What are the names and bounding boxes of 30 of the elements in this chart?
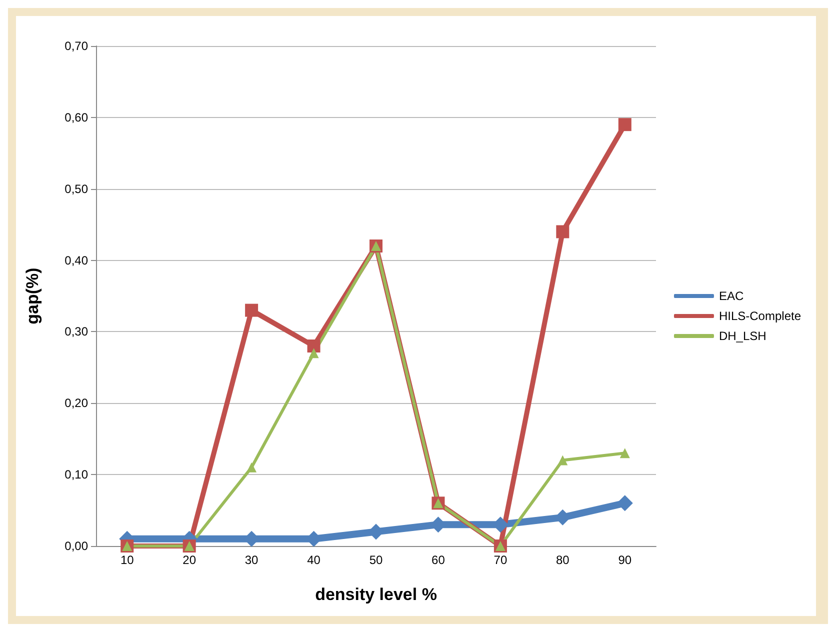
point <box>246 462 257 472</box>
point <box>556 225 570 238</box>
x-tick-label: 20 <box>182 553 196 567</box>
y-tick-label: 0,60 <box>64 110 88 124</box>
point <box>618 118 632 132</box>
y-axis-title: gap(%) <box>23 268 42 324</box>
x-tick-label: 10 <box>120 553 134 567</box>
y-tick-label: 0,20 <box>64 396 88 410</box>
x-tick-label: 90 <box>618 553 632 567</box>
y-tick-label: 0,00 <box>64 539 88 553</box>
x-tick-label: 80 <box>556 553 570 567</box>
y-tick-label: 0,50 <box>64 182 88 196</box>
point <box>620 448 630 458</box>
x-axis-title: density level % <box>315 585 437 604</box>
point <box>558 455 568 466</box>
y-tick-label: 0,10 <box>64 468 88 482</box>
x-tick-label: 40 <box>307 553 321 567</box>
point <box>308 348 319 358</box>
x-tick-label: 60 <box>432 553 446 567</box>
y-tick-label: 0,40 <box>64 253 88 268</box>
legend-label: HILS-Complete <box>718 309 802 323</box>
y-tick-label: 0,70 <box>64 39 88 53</box>
point <box>307 340 320 352</box>
legend-label: DH_LSH <box>718 329 766 343</box>
x-tick-label: 50 <box>369 553 383 567</box>
x-tick-label: 30 <box>244 553 259 567</box>
legend-label: EAC <box>718 289 744 303</box>
point <box>245 304 258 317</box>
x-tick-label: 70 <box>494 553 508 567</box>
y-tick-label: 0,30 <box>64 324 88 339</box>
